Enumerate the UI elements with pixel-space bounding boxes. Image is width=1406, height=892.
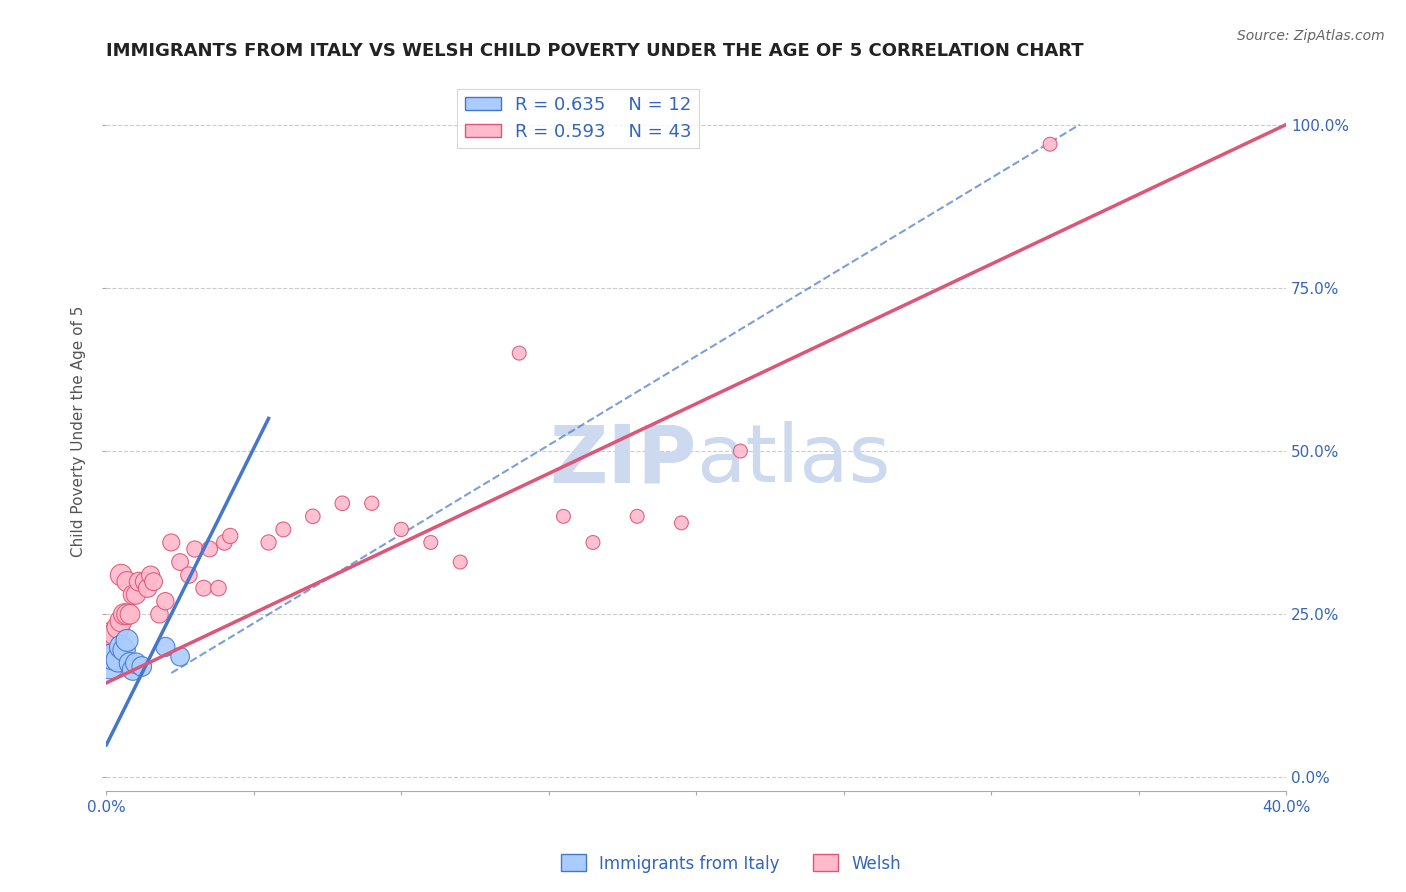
Point: [101, 627, 124, 641]
Point: [626, 509, 648, 524]
Point: [104, 627, 127, 641]
Point: [107, 653, 129, 667]
Point: [553, 509, 575, 524]
Y-axis label: Child Poverty Under the Age of 5: Child Poverty Under the Age of 5: [72, 306, 86, 558]
Point: [273, 523, 295, 537]
Point: [110, 614, 132, 628]
Point: [214, 535, 236, 549]
Point: [136, 581, 159, 595]
Point: [177, 568, 200, 582]
Point: [160, 535, 183, 549]
Point: [142, 574, 165, 589]
Point: [134, 574, 156, 589]
Point: [131, 659, 153, 673]
Point: [107, 620, 129, 634]
Legend: R = 0.635    N = 12, R = 0.593    N = 43: R = 0.635 N = 12, R = 0.593 N = 43: [457, 88, 699, 148]
Point: [122, 663, 145, 677]
Text: IMMIGRANTS FROM ITALY VS WELSH CHILD POVERTY UNDER THE AGE OF 5 CORRELATION CHAR: IMMIGRANTS FROM ITALY VS WELSH CHILD POV…: [107, 42, 1084, 60]
Point: [115, 574, 138, 589]
Point: [330, 496, 353, 510]
Point: [219, 529, 242, 543]
Point: [169, 649, 191, 664]
Text: Source: ZipAtlas.com: Source: ZipAtlas.com: [1237, 29, 1385, 43]
Point: [419, 535, 441, 549]
Point: [101, 649, 124, 664]
Point: [257, 535, 280, 549]
Point: [98, 657, 121, 671]
Point: [115, 633, 138, 648]
Point: [155, 640, 177, 654]
Point: [118, 607, 141, 622]
Point: [148, 607, 170, 622]
Point: [730, 444, 752, 458]
Point: [389, 523, 412, 537]
Point: [122, 588, 145, 602]
Point: [1039, 137, 1062, 152]
Point: [155, 594, 177, 608]
Point: [125, 588, 148, 602]
Point: [139, 568, 162, 582]
Point: [110, 568, 132, 582]
Point: [671, 516, 693, 530]
Point: [128, 574, 150, 589]
Point: [508, 346, 530, 360]
Point: [118, 657, 141, 671]
Point: [360, 496, 382, 510]
Point: [169, 555, 191, 569]
Point: [198, 541, 221, 556]
Point: [582, 535, 605, 549]
Point: [449, 555, 471, 569]
Point: [115, 607, 138, 622]
Text: atlas: atlas: [696, 421, 890, 500]
Text: ZIP: ZIP: [548, 421, 696, 500]
Point: [301, 509, 323, 524]
Point: [112, 643, 135, 657]
Legend: Immigrants from Italy, Welsh: Immigrants from Italy, Welsh: [554, 847, 908, 880]
Point: [184, 541, 207, 556]
Point: [207, 581, 229, 595]
Point: [125, 657, 148, 671]
Point: [193, 581, 215, 595]
Point: [98, 640, 121, 654]
Point: [110, 640, 132, 654]
Point: [112, 607, 135, 622]
